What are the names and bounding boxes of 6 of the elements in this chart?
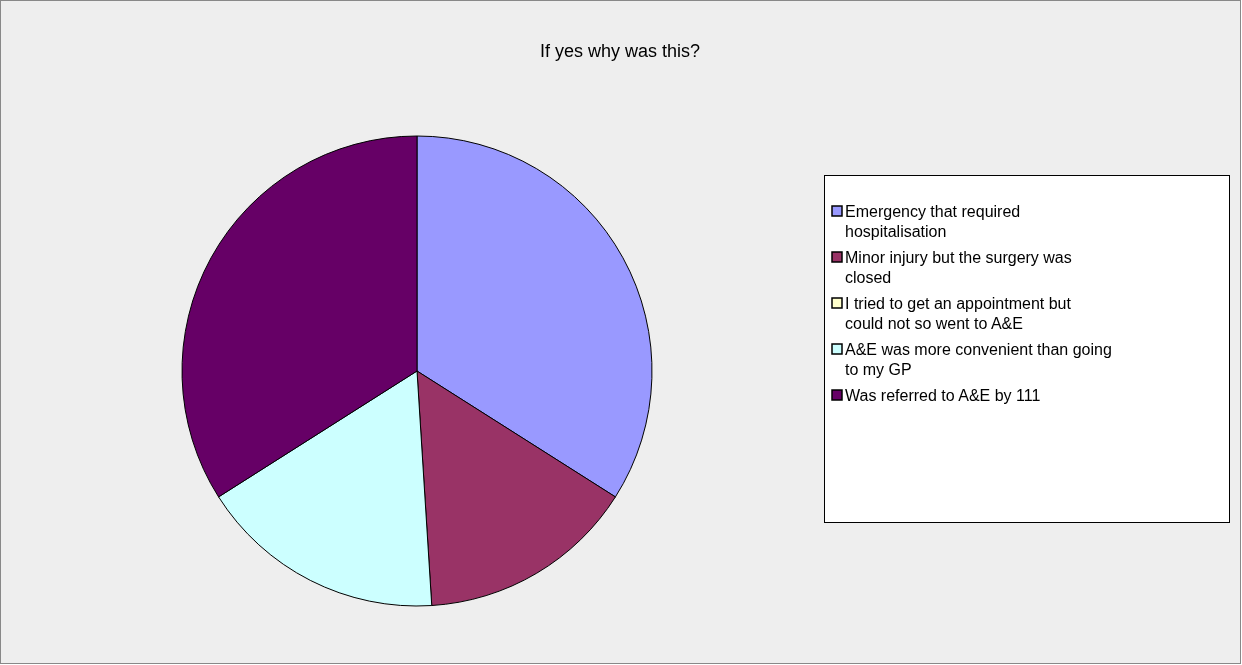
legend-label: I tried to get an appointment but could not so went to A&E — [845, 295, 1072, 332]
legend-label: Minor injury but the surgery was closed — [845, 249, 1072, 286]
chart-title: If yes why was this? — [539, 41, 701, 61]
legend-label: A&E was more convenient than going to my GP — [845, 341, 1112, 378]
legend-label: Was referred to A&E by 111 — [845, 387, 1041, 404]
legend-label: Emergency that required hospitalisation — [845, 203, 1021, 240]
